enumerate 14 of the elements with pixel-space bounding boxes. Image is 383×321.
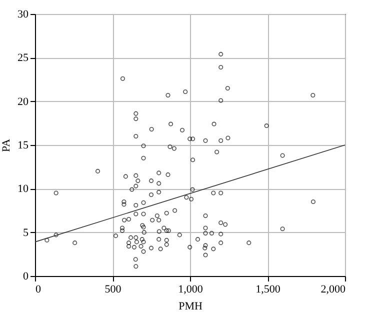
y-tick-label: 25 (18, 52, 29, 64)
y-tick-label: 0 (23, 270, 29, 282)
y-tick-label: 15 (18, 140, 29, 152)
x-tick-label: 500 (104, 284, 122, 296)
x-axis-title: PMH (178, 300, 202, 312)
x-tick-label: 1,500 (256, 284, 281, 296)
x-tick-label: 0 (36, 284, 42, 296)
y-tick-label: 20 (18, 96, 29, 108)
x-tick-label: 2,000 (320, 284, 346, 296)
y-tick-label: 10 (18, 183, 29, 196)
y-tick-label: 5 (23, 226, 29, 239)
x-tick-label: 1,000 (178, 284, 204, 296)
y-tick-label: 30 (18, 8, 29, 20)
y-axis-title: PA (0, 138, 12, 152)
